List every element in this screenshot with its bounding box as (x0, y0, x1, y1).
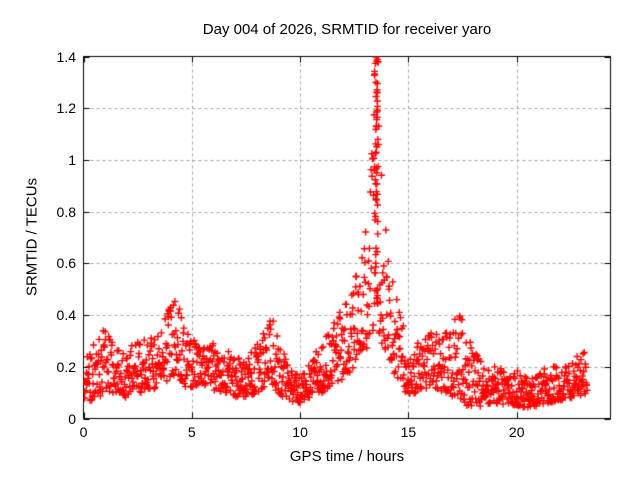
y-tick-label: 1.2 (56, 100, 76, 117)
y-tick-label: 0.8 (56, 203, 76, 220)
y-tick-label: 0.6 (56, 255, 76, 272)
x-tick-label: 15 (400, 424, 417, 440)
y-tick-label: 0.4 (56, 307, 76, 324)
x-axis-title: GPS time / hours (289, 448, 405, 465)
y-tick-label: 0 (68, 410, 76, 427)
y-tick-label: 1.4 (56, 48, 76, 65)
x-tick-label: 0 (79, 424, 88, 440)
y-tick-label: 0.2 (56, 358, 76, 375)
x-tick-label: 5 (187, 424, 196, 440)
x-tick-label: 20 (508, 424, 525, 440)
y-axis-title-text: SRMTID / TECUs (23, 177, 41, 297)
x-tick-label: 10 (292, 424, 308, 440)
chart-title: Day 004 of 2026, SRMTID for receiver yar… (202, 21, 492, 38)
y-tick-label: 1 (68, 151, 76, 168)
